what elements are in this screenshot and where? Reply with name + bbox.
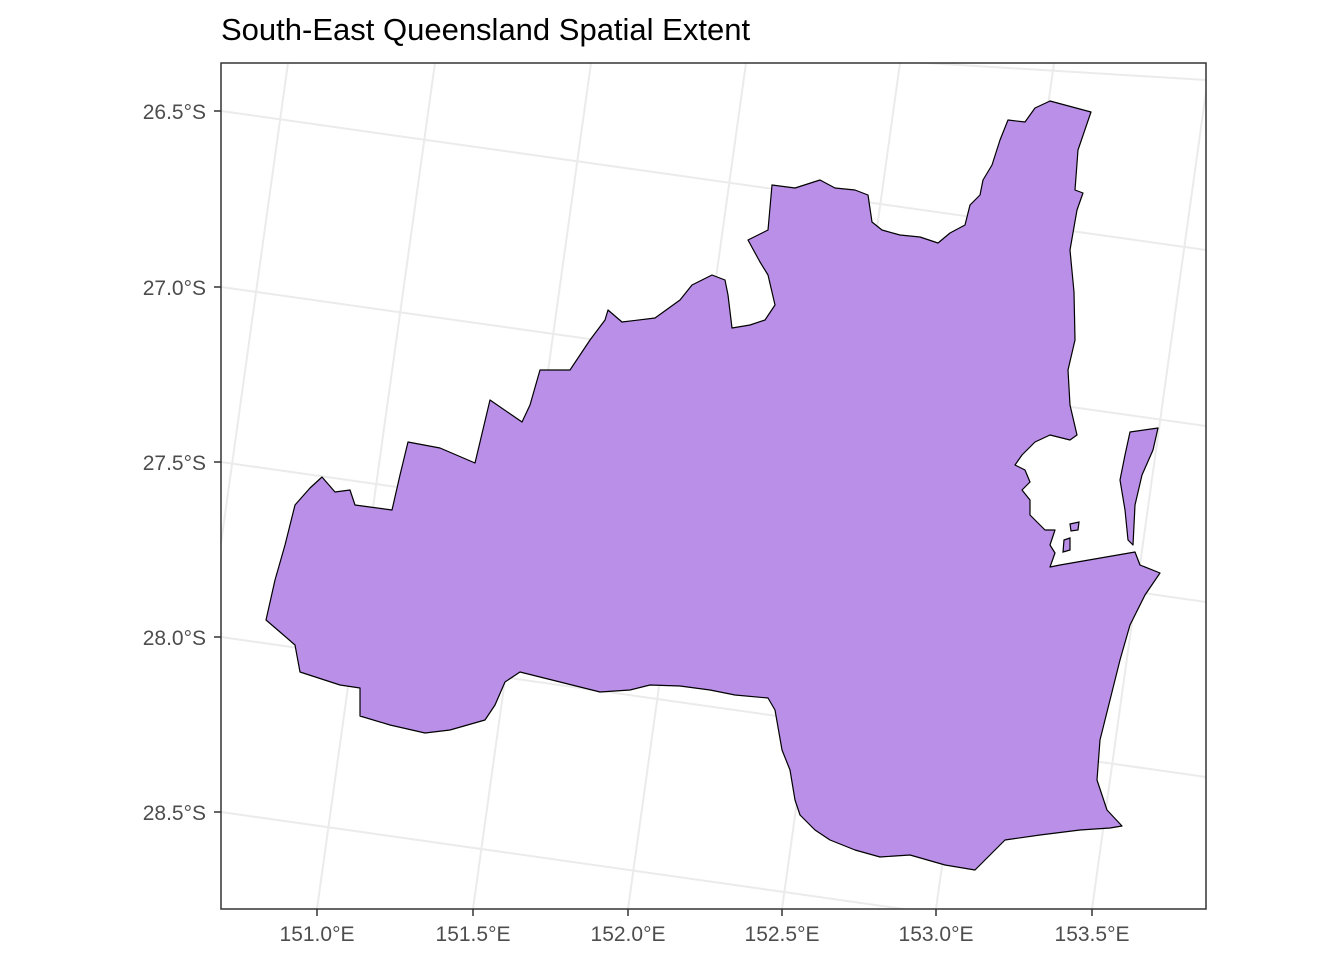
y-tick-label: 27.5°S xyxy=(143,452,206,475)
y-axis: 26.5°S 27.0°S 27.5°S 28.0°S 28.5°S xyxy=(143,101,221,825)
x-axis: 151.0°E 151.5°E 152.0°E 152.5°E 153.0°E … xyxy=(280,909,1130,946)
map-title: South-East Queensland Spatial Extent xyxy=(221,12,750,47)
x-tick-label: 151.0°E xyxy=(280,923,355,946)
region-layer xyxy=(265,100,1161,871)
x-tick-label: 153.0°E xyxy=(899,923,974,946)
graticule-latitude-line xyxy=(221,811,911,909)
x-tick-label: 153.5°E xyxy=(1055,923,1130,946)
graticule-longitude-line xyxy=(221,63,289,551)
seq-region-island-small xyxy=(1062,537,1071,553)
y-tick-label: 28.0°S xyxy=(143,627,206,650)
seq-region-mainland xyxy=(265,100,1161,871)
seq-region-island-small xyxy=(1069,521,1080,532)
graticule-longitude-line xyxy=(316,63,436,909)
y-tick-label: 27.0°S xyxy=(143,277,206,300)
y-tick-label: 28.5°S xyxy=(143,802,206,825)
seq-region-island-north xyxy=(1119,427,1159,546)
graticule-latitude-line xyxy=(910,63,1206,81)
x-tick-label: 151.5°E xyxy=(436,923,511,946)
y-tick-label: 26.5°S xyxy=(143,101,206,124)
x-tick-label: 152.0°E xyxy=(591,923,666,946)
graticule-longitude-line xyxy=(1091,84,1206,909)
x-tick-label: 152.5°E xyxy=(745,923,820,946)
panel-border xyxy=(220,62,1207,910)
